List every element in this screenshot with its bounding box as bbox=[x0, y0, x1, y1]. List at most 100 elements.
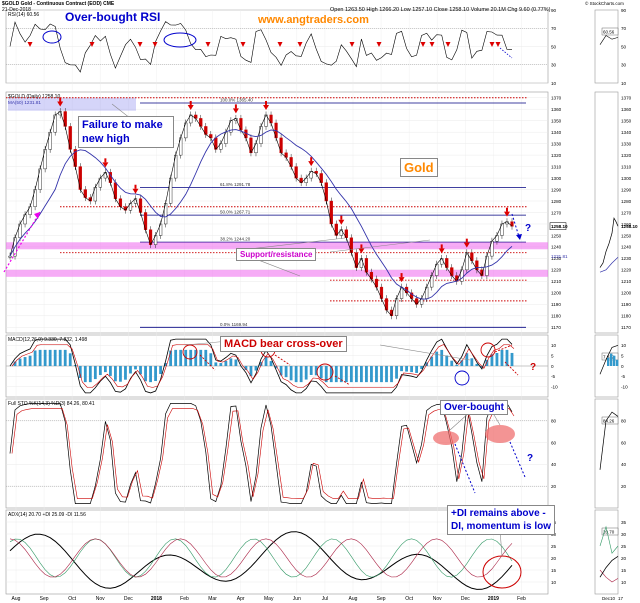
side-label-macd: 7.832 bbox=[603, 355, 615, 360]
xtick-label: Dec bbox=[124, 596, 133, 602]
macd-hist-bar bbox=[78, 366, 82, 378]
support-resistance-note: Support/resistance bbox=[236, 248, 317, 261]
ytick-rsi: 70 bbox=[551, 26, 557, 31]
macd-hist-bar bbox=[189, 349, 193, 366]
macd-hist-bar bbox=[139, 366, 142, 375]
inset-macd-bar bbox=[613, 355, 616, 366]
question-mark-macd: ? bbox=[530, 362, 537, 373]
macd-hist-bar bbox=[460, 360, 464, 366]
inset-ytick-price: 1310 bbox=[621, 164, 632, 169]
side-label-stochastic: 84.26 bbox=[603, 419, 615, 424]
macd-circle bbox=[454, 370, 470, 386]
inset-ytick-price: 1280 bbox=[621, 199, 632, 204]
macd-hist-bar bbox=[204, 349, 208, 366]
ytick-price: 1210 bbox=[551, 279, 562, 284]
macd-hist-bar bbox=[48, 349, 52, 366]
overbought-rsi-note: Over-bought RSI bbox=[65, 10, 161, 24]
inset-ytick-price: 1170 bbox=[621, 325, 631, 330]
inset-plus-di bbox=[599, 525, 619, 554]
inset-ytick-price: 1210 bbox=[621, 279, 632, 284]
gold-note: Gold bbox=[400, 158, 438, 177]
failure-note: Failure to make new high bbox=[78, 116, 174, 148]
ytick-macd: 10 bbox=[551, 343, 557, 348]
panel-title-stochastic: Full STO %K(14,3) %D(3) 84.26, 80.41 bbox=[8, 401, 95, 407]
macd-hist-bar bbox=[329, 366, 333, 383]
macd-hist-bar bbox=[109, 366, 112, 376]
rsi-red-arrow bbox=[152, 42, 158, 47]
source-label: © StockCharts.com bbox=[585, 1, 624, 6]
ytick-price: 1350 bbox=[551, 118, 562, 123]
ytick-price: 1360 bbox=[551, 107, 562, 112]
macd-hist-bar bbox=[63, 349, 67, 366]
macd-hist-bar bbox=[410, 366, 413, 373]
macd-red-arrow bbox=[274, 354, 291, 366]
macd-hist-bar bbox=[269, 361, 273, 366]
red-down-arrow bbox=[398, 277, 405, 283]
macd-hist-bar bbox=[349, 366, 353, 383]
close-label-box bbox=[549, 222, 567, 230]
inset-ytick-macd: 5 bbox=[621, 353, 624, 358]
macd-hist-bar bbox=[304, 366, 308, 380]
xtick-label: Sep bbox=[377, 596, 386, 602]
macd-red-arrow bbox=[504, 361, 519, 376]
inset-ytick-price: 1370 bbox=[621, 96, 632, 101]
ytick-price: 1240 bbox=[551, 245, 562, 250]
macd-hist-bar bbox=[264, 356, 268, 366]
rsi-red-arrow bbox=[429, 42, 435, 47]
fib-label: 0.0% 1169.94 bbox=[220, 322, 248, 327]
fib-label: 100.0% 1365.40 bbox=[220, 98, 253, 103]
macd-hist-bar bbox=[415, 366, 419, 373]
xtick-label: Aug bbox=[12, 596, 21, 602]
macd-hist-bar bbox=[103, 366, 107, 373]
inset-ytick-rsi: 50 bbox=[621, 44, 627, 49]
inset-ytick-price: 1250 bbox=[621, 233, 632, 238]
macd-hist-bar bbox=[214, 362, 218, 366]
macd-hist-bar bbox=[169, 350, 173, 366]
macd-hist-bar bbox=[309, 366, 313, 375]
ytick-price: 1230 bbox=[551, 256, 562, 261]
rsi-red-arrow bbox=[489, 42, 495, 47]
macd-hist-bar bbox=[480, 366, 484, 368]
macd-hist-bar bbox=[234, 359, 238, 366]
panel-title-rsi: RSI(14) 60.56 bbox=[8, 12, 39, 18]
magenta-arrowhead bbox=[34, 212, 40, 219]
sto-blue-arrow bbox=[454, 443, 476, 494]
xtick-label: Aug bbox=[349, 596, 358, 602]
inset-ytick-rsi: 10 bbox=[621, 81, 627, 86]
macd-hist-bar bbox=[98, 366, 102, 376]
red-arrow-stem bbox=[59, 97, 62, 102]
inset-ytick-stochastic: 40 bbox=[621, 462, 627, 467]
ytick-stochastic: 20 bbox=[551, 484, 557, 489]
inset-ytick-rsi: 90 bbox=[621, 8, 627, 13]
question-mark-sto: ? bbox=[527, 453, 534, 464]
ytick-adx: 10 bbox=[551, 580, 557, 585]
macd-hist-bar bbox=[294, 366, 298, 383]
ytick-stochastic: 40 bbox=[551, 462, 557, 467]
macd-hist-bar bbox=[289, 366, 293, 381]
macd-hist-bar bbox=[470, 358, 474, 366]
macd-connector bbox=[379, 344, 471, 361]
sto-d-line bbox=[11, 408, 515, 499]
macd-hist-bar bbox=[344, 366, 348, 383]
inset-ytick-price: 1290 bbox=[621, 187, 632, 192]
inset-ytick-rsi: 30 bbox=[621, 63, 627, 68]
macd-hist-bar bbox=[13, 361, 17, 366]
macd-hist-bar bbox=[435, 351, 439, 366]
macd-hist-bar bbox=[324, 366, 328, 383]
macd-hist-bar bbox=[33, 350, 37, 366]
macd-hist-bar bbox=[149, 366, 152, 383]
ma50-line bbox=[9, 129, 513, 300]
sto-k-line bbox=[9, 403, 513, 504]
macd-circle bbox=[182, 344, 198, 360]
macd-hist-bar bbox=[319, 366, 323, 379]
red-arrow-stem bbox=[310, 157, 313, 162]
macd-hist-bar bbox=[299, 366, 303, 383]
macd-hist-bar bbox=[224, 360, 228, 366]
inset-ytick-stochastic: 80 bbox=[621, 419, 627, 424]
inset-ytick-price: 1350 bbox=[621, 118, 632, 123]
ytick-price: 1370 bbox=[551, 96, 562, 101]
red-arrow-stem bbox=[104, 158, 107, 163]
macd-circle bbox=[480, 342, 496, 358]
macd-hist-bar bbox=[93, 366, 97, 380]
